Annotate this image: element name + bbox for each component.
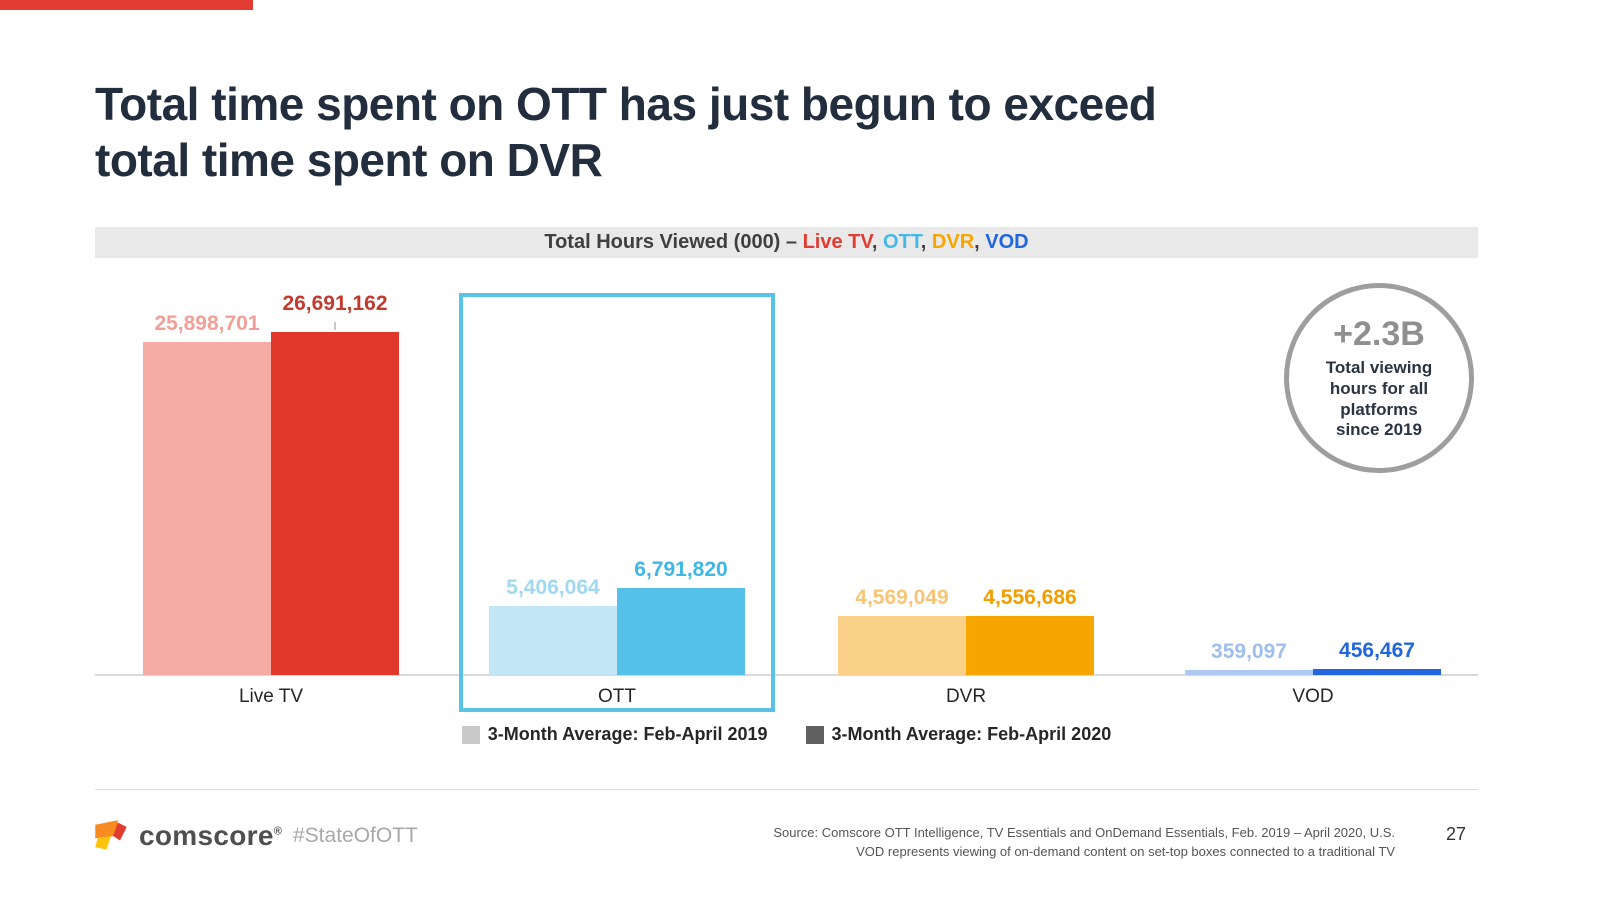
value-label-dvr-2019: 4,569,049 bbox=[855, 586, 949, 609]
bar-col-dvr-2019: 4,569,049 bbox=[838, 586, 966, 675]
page-number: 27 bbox=[1446, 824, 1467, 844]
badge-text-line: hours for all bbox=[1329, 378, 1429, 398]
ott-highlight-box bbox=[459, 293, 775, 712]
chart-title-separator: , bbox=[871, 231, 884, 253]
value-label-vod-2019: 359,097 bbox=[1211, 640, 1287, 663]
bar-col-livetv-2019: 25,898,701 bbox=[143, 312, 271, 675]
bar-col-vod-2019: 359,097 bbox=[1185, 640, 1313, 675]
source-line1: Source: Comscore OTT Intelligence, TV Es… bbox=[773, 825, 1395, 840]
value-label-ott-2019: 5,406,064 bbox=[506, 576, 600, 599]
comscore-logo-icon bbox=[95, 820, 127, 850]
registered-mark: ® bbox=[273, 825, 283, 838]
bar-dvr-2020 bbox=[966, 616, 1094, 675]
chart-title-segment-ott: OTT bbox=[883, 231, 921, 253]
chart-title-segment-livetv: Live TV bbox=[802, 231, 872, 253]
chart-title-segment-dvr: DVR bbox=[931, 231, 975, 253]
chart-title-prefix: Total Hours Viewed (000) – bbox=[544, 231, 803, 253]
slide-title-line1: Total time spent on OTT has just begun t… bbox=[95, 78, 1157, 130]
chart-legend: 3-Month Average: Feb-April 2019 3-Month … bbox=[95, 724, 1478, 745]
chart-baseline bbox=[95, 674, 1478, 676]
legend-label-2019: 3-Month Average: Feb-April 2019 bbox=[487, 724, 768, 744]
bar-livetv-2019 bbox=[143, 342, 271, 675]
bar-col-ott-2019: 5,406,064 bbox=[489, 576, 617, 675]
bar-dvr-2019 bbox=[838, 616, 966, 675]
chart-title-separator: , bbox=[974, 231, 986, 253]
legend-swatch-2019 bbox=[461, 725, 480, 744]
total-hours-badge: +2.3B Total viewing hours for all platfo… bbox=[1284, 283, 1474, 473]
chart-title-segment-vod: VOD bbox=[985, 231, 1029, 253]
bar-col-dvr-2020: 4,556,686 bbox=[966, 586, 1094, 675]
bar-ott-2019 bbox=[489, 606, 617, 675]
label-leader-tick bbox=[334, 322, 336, 330]
chart-title-band: Total Hours Viewed (000) – Live TV, OTT,… bbox=[95, 227, 1478, 258]
accent-corner-strip bbox=[0, 0, 253, 10]
chart-title-separator: , bbox=[920, 231, 932, 253]
badge-text-line: platforms bbox=[1340, 399, 1418, 419]
category-label-ott: OTT bbox=[598, 686, 636, 707]
legend-item-2020: 3-Month Average: Feb-April 2020 bbox=[805, 724, 1112, 745]
bar-livetv-2020 bbox=[271, 332, 399, 675]
bar-col-ott-2020: 6,791,820 bbox=[617, 558, 745, 675]
bar-vod-2019 bbox=[1185, 670, 1313, 675]
bar-col-vod-2020: 456,467 bbox=[1313, 639, 1441, 675]
value-label-livetv-2020: 26,691,162 bbox=[282, 292, 388, 315]
category-label-vod: VOD bbox=[1292, 686, 1334, 707]
comscore-logo: comscore® bbox=[93, 816, 282, 856]
category-label-dvr: DVR bbox=[945, 686, 987, 707]
badge-value: +2.3B bbox=[1333, 315, 1425, 354]
legend-swatch-2020 bbox=[805, 725, 824, 744]
source-note: Source: Comscore OTT Intelligence, TV Es… bbox=[773, 824, 1395, 862]
bar-ott-2020 bbox=[617, 588, 745, 675]
bar-vod-2020 bbox=[1313, 669, 1441, 675]
footer-divider bbox=[95, 789, 1478, 790]
badge-text-line: Total viewing bbox=[1325, 358, 1433, 378]
badge-text-line: since 2019 bbox=[1335, 420, 1422, 440]
value-label-vod-2020: 456,467 bbox=[1339, 639, 1415, 662]
legend-label-2020: 3-Month Average: Feb-April 2020 bbox=[831, 724, 1112, 744]
value-label-livetv-2019: 25,898,701 bbox=[154, 312, 260, 335]
bar-col-livetv-2020: 26,691,162 bbox=[271, 292, 399, 675]
source-line2: VOD represents viewing of on-demand cont… bbox=[856, 843, 1395, 859]
category-label-livetv: Live TV bbox=[238, 686, 304, 707]
value-label-ott-2020: 6,791,820 bbox=[634, 558, 728, 581]
slide-title-line2: total time spent on DVR bbox=[95, 134, 603, 187]
hashtag: #StateOfOTT bbox=[293, 824, 418, 847]
value-label-dvr-2020: 4,556,686 bbox=[983, 586, 1077, 609]
slide-title: Total time spent on OTT has just begun t… bbox=[95, 76, 1445, 188]
comscore-wordmark: comscore® bbox=[139, 820, 283, 851]
legend-item-2019: 3-Month Average: Feb-April 2019 bbox=[461, 724, 768, 745]
